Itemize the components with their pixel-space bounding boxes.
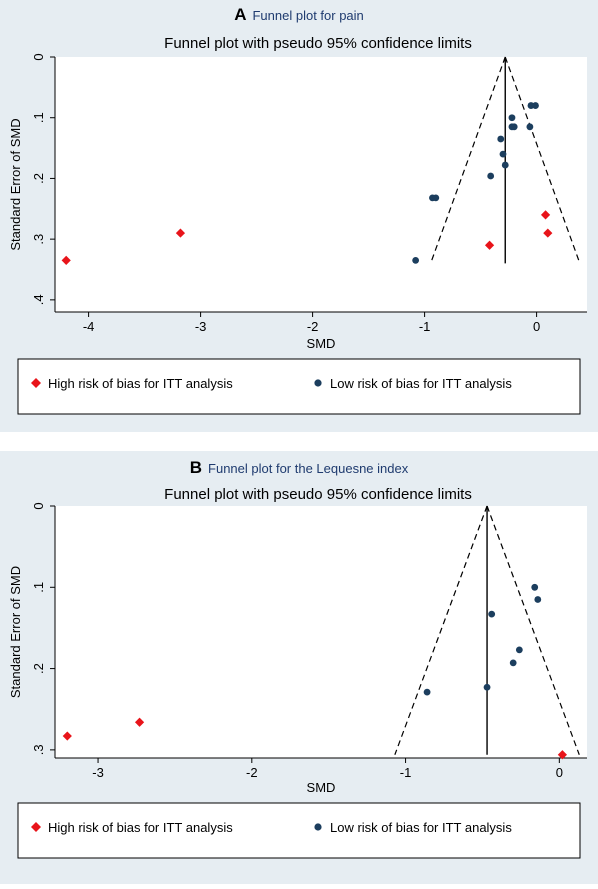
low-risk-point: [531, 583, 539, 591]
funnel-right-ci-line: [486, 505, 580, 755]
legend-label-low-risk: Low risk of bias for ITT analysis: [330, 376, 512, 391]
legend-label-low-risk: Low risk of bias for ITT analysis: [330, 820, 512, 835]
x-tick-label: 0: [533, 319, 540, 334]
high-risk-point: [543, 228, 553, 238]
chart-a: A Funnel plot for pain Funnel plot with ps…: [8, 5, 587, 415]
panel-heading: A Funnel plot for pain: [234, 5, 364, 24]
legend-label-high-risk: High risk of bias for ITT analysis: [48, 820, 233, 835]
legend-marker-low-risk: [314, 379, 322, 387]
x-tick-label: -2: [246, 765, 258, 780]
low-risk-point: [534, 596, 542, 603]
x-tick-label: 0: [556, 765, 563, 780]
high-risk-point: [61, 255, 71, 265]
panel-heading: B Funnel plot for the Lequesne index: [190, 458, 409, 477]
panel-caption: Funnel plot for pain: [252, 8, 363, 23]
plot-area: [55, 506, 587, 758]
x-axis-label: SMD: [307, 780, 336, 795]
legend-label-high-risk: High risk of bias for ITT analysis: [48, 376, 233, 391]
funnel-left-ci-line: [394, 505, 488, 755]
high-risk-point: [557, 750, 567, 760]
x-tick-label: -4: [83, 319, 95, 334]
high-risk-point: [134, 717, 145, 727]
panel-b: B Funnel plot for the Lequesne index Funne…: [0, 451, 598, 884]
panel-a: A Funnel plot for pain Funnel plot with ps…: [0, 0, 598, 432]
funnel-right-ci-line: [504, 56, 581, 264]
high-risk-point: [484, 240, 495, 250]
panel-letter: B: [190, 458, 202, 477]
funnel-left-ci-line: [430, 56, 506, 264]
low-risk-point: [501, 161, 509, 169]
low-risk-point: [526, 123, 534, 131]
low-risk-point: [488, 610, 496, 618]
low-risk-point: [483, 683, 491, 691]
low-risk-point: [497, 135, 505, 143]
y-tick-label: 0: [31, 53, 46, 60]
x-tick-label: -3: [92, 765, 104, 780]
y-tick-label: .4: [31, 294, 46, 305]
panel-caption: Funnel plot for the Lequesne index: [208, 461, 409, 476]
low-risk-point: [423, 688, 431, 696]
y-axis-label: Standard Error of SMD: [8, 566, 23, 698]
y-tick-label: .3: [31, 744, 46, 755]
y-tick-label: 0: [31, 502, 46, 509]
y-tick-label: .1: [31, 582, 46, 593]
x-axis-label: SMD: [307, 336, 336, 351]
high-risk-point: [62, 731, 72, 741]
legend-box: [17, 358, 581, 415]
chart-b: B Funnel plot for the Lequesne index Funne…: [8, 458, 587, 859]
legend-box: [17, 802, 581, 859]
low-risk-point: [432, 194, 440, 202]
low-risk-point: [487, 172, 495, 180]
x-tick-label: -2: [307, 319, 319, 334]
y-tick-label: .1: [31, 112, 46, 123]
y-axis-label: Standard Error of SMD: [8, 118, 23, 250]
x-tick-label: -3: [195, 319, 207, 334]
low-risk-point: [412, 256, 420, 264]
x-tick-label: -1: [419, 319, 431, 334]
x-tick-label: -1: [400, 765, 412, 780]
y-tick-label: .3: [31, 234, 46, 245]
low-risk-point: [499, 150, 507, 158]
y-tick-label: .2: [31, 663, 46, 674]
low-risk-point: [509, 659, 517, 667]
high-risk-point: [540, 210, 551, 220]
low-risk-point: [532, 102, 539, 109]
low-risk-point: [515, 646, 523, 654]
plot-area: [55, 57, 587, 312]
low-risk-point: [510, 123, 518, 131]
legend-marker-high-risk: [31, 378, 41, 388]
chart-title: Funnel plot with pseudo 95% confidence l…: [164, 486, 472, 503]
chart-title: Funnel plot with pseudo 95% confidence l…: [164, 35, 472, 52]
legend-marker-high-risk: [31, 822, 41, 832]
panel-letter: A: [234, 5, 246, 24]
high-risk-point: [175, 228, 186, 238]
y-tick-label: .2: [31, 173, 46, 184]
low-risk-point: [508, 114, 516, 122]
legend-marker-low-risk: [314, 823, 322, 831]
panel-gap: [0, 432, 598, 451]
